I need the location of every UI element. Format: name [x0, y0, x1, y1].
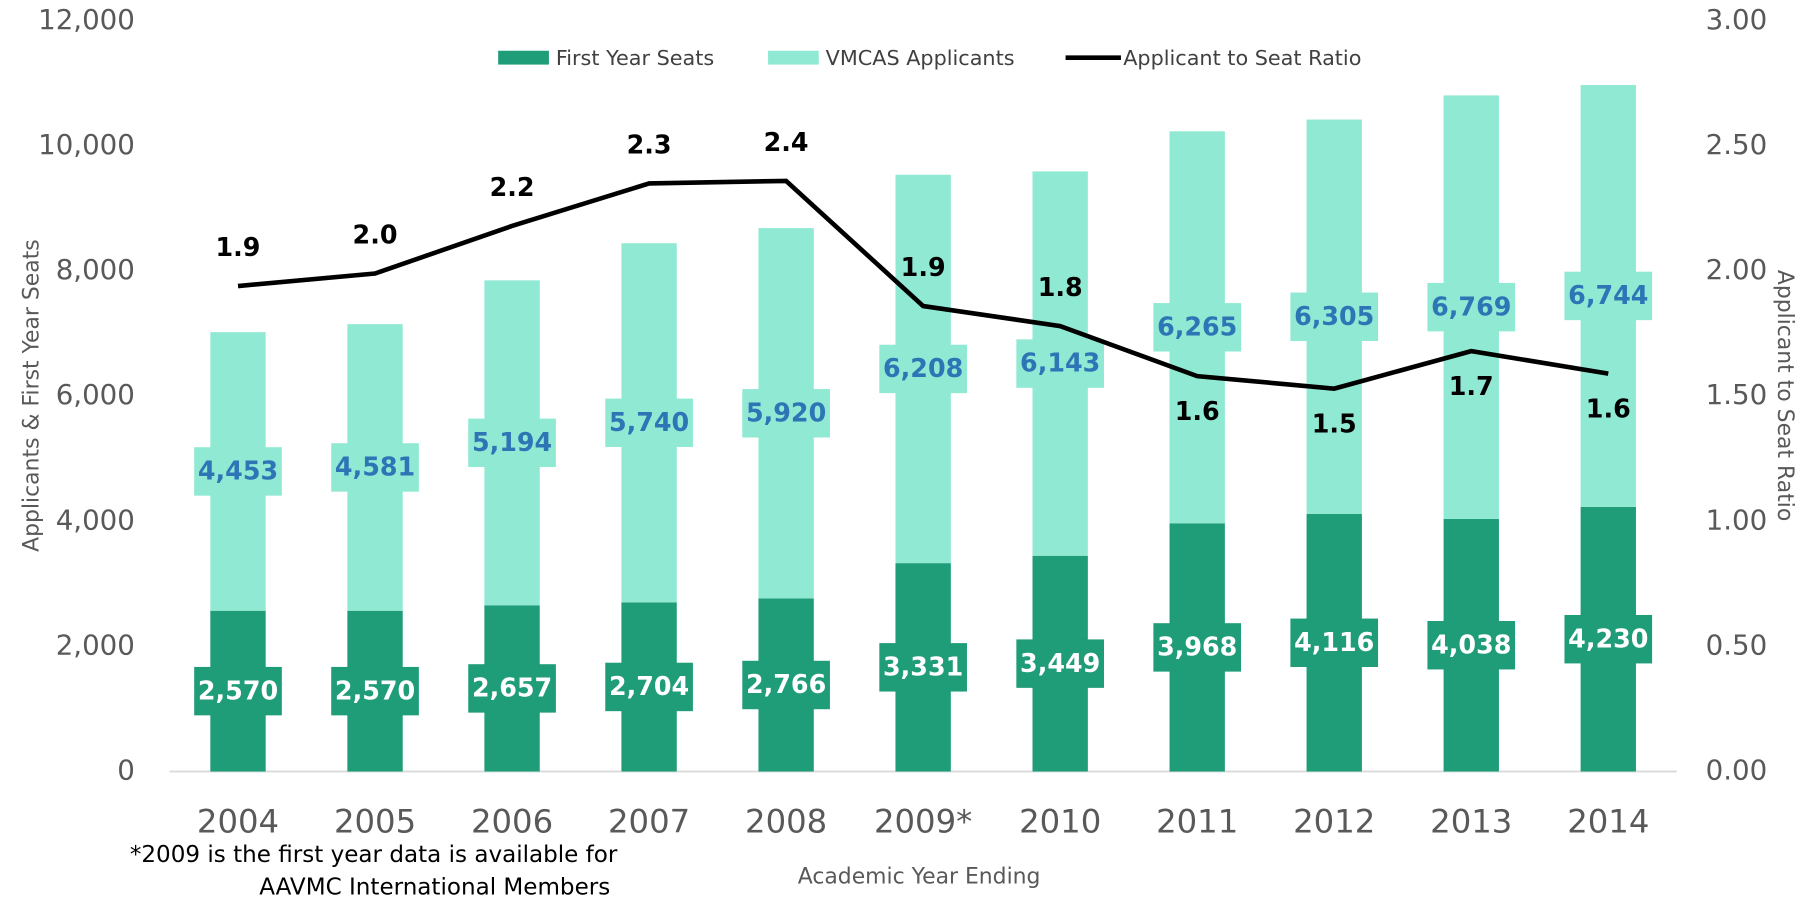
line-label: 1.6: [1586, 394, 1631, 424]
line-label: 1.9: [216, 232, 261, 262]
data-label: 4,453: [198, 456, 278, 486]
legend-swatch: [498, 50, 549, 65]
data-label-box: [1016, 339, 1104, 388]
data-label-box: [742, 660, 830, 710]
data-label: 2,704: [609, 671, 689, 701]
line: [237, 178, 1609, 391]
y-axis-title: Applicants & First Year Seats: [19, 239, 44, 552]
data-label-box: [331, 666, 419, 716]
data-label: 3,331: [883, 651, 963, 681]
data-label-box: [1564, 271, 1653, 321]
y-tick-label: 10,000: [38, 128, 135, 161]
data-label-box: [1153, 303, 1242, 352]
x-tick-label: 2011: [1156, 802, 1238, 840]
y-tick-label: 8,000: [56, 253, 135, 286]
data-label-box: [1016, 639, 1104, 688]
x-tick-label: 2004: [197, 802, 279, 840]
data-label: 4,116: [1294, 627, 1374, 657]
y2-tick-label: 2.00: [1706, 253, 1768, 286]
y2-tick-label: 1.50: [1706, 378, 1768, 411]
x-tick-label: 2008: [745, 802, 827, 840]
x-tick-label: 2010: [1019, 802, 1101, 840]
line-label: 1.5: [1312, 409, 1357, 439]
line-label: 1.7: [1449, 371, 1494, 401]
data-label: 6,769: [1431, 291, 1511, 321]
legend-label: VMCAS Applicants: [826, 46, 1015, 70]
data-label-box: [1427, 282, 1516, 332]
data-label: 2,657: [472, 673, 552, 703]
y2-tick-label: 2.50: [1706, 128, 1768, 161]
y-tick-label: 6,000: [56, 378, 135, 411]
data-label-box: [1153, 623, 1242, 672]
legend-label: First Year Seats: [556, 46, 714, 70]
data-label: 3,968: [1157, 632, 1237, 662]
footnote: *2009 is the first year data is availabl…: [130, 842, 618, 868]
data-label: 4,038: [1431, 629, 1511, 659]
data-label-box: [468, 664, 556, 713]
data-label-box: [331, 443, 419, 492]
line-label: 2.2: [490, 172, 535, 202]
x-tick-label: 2006: [471, 802, 553, 840]
x-tick-label: 2014: [1567, 802, 1649, 840]
data-label-box: [468, 418, 556, 468]
data-label: 3,449: [1020, 648, 1100, 678]
legend-label: Applicant to Seat Ratio: [1123, 46, 1361, 70]
y2-tick-label: 3.00: [1706, 3, 1768, 36]
data-label: 4,230: [1568, 623, 1648, 653]
y2-axis-title: Applicant to Seat Ratio: [1772, 270, 1797, 521]
data-label-box: [1427, 620, 1516, 670]
x-axis-title: Academic Year Ending: [798, 865, 1041, 890]
y-tick-label: 4,000: [56, 503, 135, 536]
x-tick-label: 2009*: [874, 802, 972, 840]
data-label: 6,744: [1568, 280, 1648, 310]
y-tick-label: 2,000: [56, 628, 135, 661]
y-tick-label: 12,000: [38, 3, 135, 36]
footnote: AAVMC International Members: [259, 875, 610, 901]
data-label: 2,570: [198, 675, 278, 705]
data-label-box: [879, 344, 967, 394]
y2-tick-label: 0.50: [1706, 628, 1768, 661]
line-label: 2.0: [353, 220, 398, 250]
data-label: 5,740: [609, 407, 689, 437]
data-label-box: [1290, 292, 1379, 341]
legend-swatch: [768, 50, 819, 65]
data-label: 6,305: [1294, 301, 1374, 331]
data-label-box: [194, 666, 282, 716]
data-label: 6,208: [883, 353, 963, 383]
x-tick-label: 2005: [334, 802, 416, 840]
data-label: 6,265: [1157, 311, 1237, 341]
data-label-box: [1290, 618, 1379, 667]
line-label: 1.8: [1038, 272, 1083, 302]
line-label: 2.3: [627, 130, 672, 160]
data-label: 6,143: [1020, 348, 1100, 378]
data-label: 4,581: [335, 452, 415, 482]
line-label: 1.6: [1175, 396, 1220, 426]
x-tick-label: 2007: [608, 802, 690, 840]
y-tick-label: 0: [117, 754, 135, 787]
y2-tick-label: 1.00: [1706, 503, 1768, 536]
data-label: 5,194: [472, 427, 552, 457]
data-label: 5,920: [746, 397, 826, 427]
y2-tick-label: 0.00: [1706, 754, 1768, 787]
line-label: 2.4: [764, 127, 809, 157]
data-label-box: [742, 389, 830, 438]
data-label-box: [605, 662, 693, 712]
data-label: 2,766: [746, 669, 826, 699]
data-label-box: [194, 447, 282, 496]
line-label: 1.9: [901, 252, 946, 282]
data-label-box: [1564, 614, 1653, 664]
x-tick-label: 2012: [1293, 802, 1375, 840]
data-label-box: [879, 643, 967, 692]
data-label-box: [605, 398, 693, 448]
data-label: 2,570: [335, 675, 415, 705]
x-tick-label: 2013: [1430, 802, 1512, 840]
